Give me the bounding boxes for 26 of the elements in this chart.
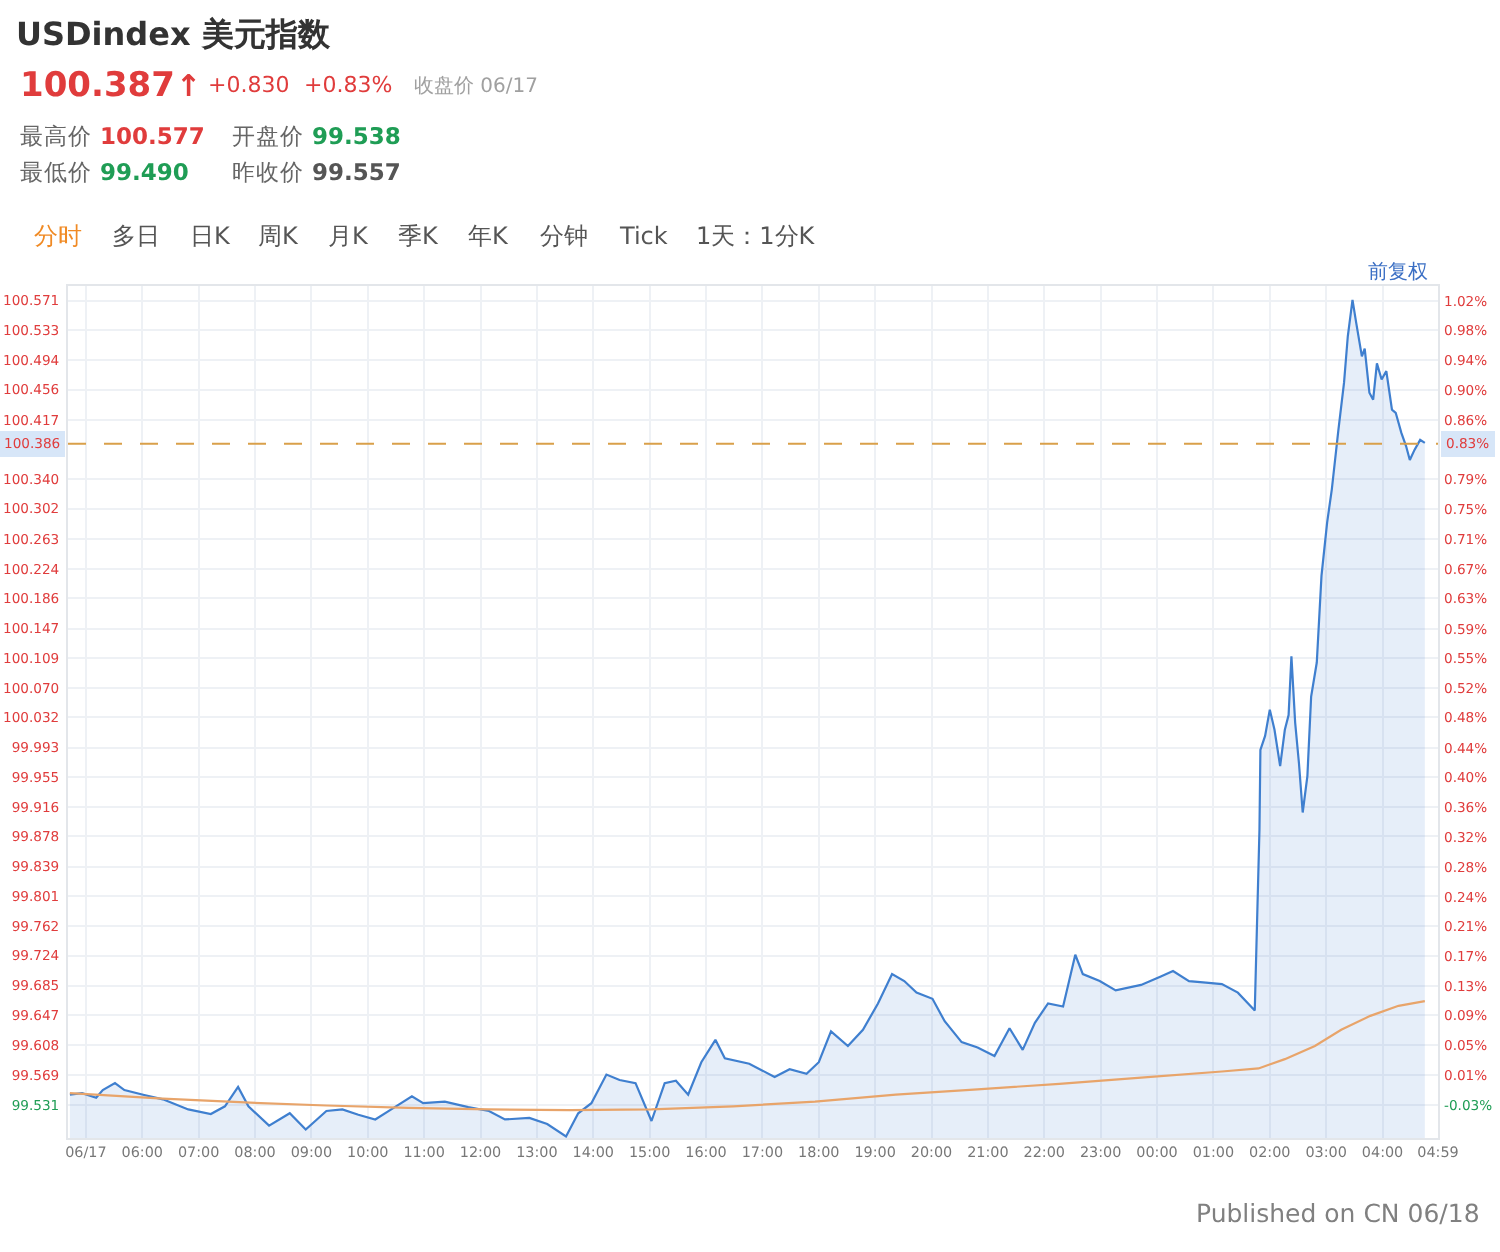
text: ↑: [176, 68, 202, 104]
text: 分钟: [540, 222, 588, 250]
text: +0.83%: [304, 72, 393, 98]
text: 开盘价: [232, 122, 304, 150]
text: 100.577: [100, 122, 205, 150]
text: 月K: [328, 222, 370, 250]
text: 分时: [34, 222, 82, 250]
text: Published on CN 06/18: [1196, 1198, 1480, 1228]
text: 100.387: [20, 66, 175, 106]
text: 周K: [258, 222, 300, 250]
text: 收盘价 06/17: [414, 74, 538, 98]
text: 多日: [112, 222, 160, 250]
text: 最高价: [20, 122, 92, 150]
text: 季K: [398, 222, 440, 250]
text: 最低价: [20, 158, 92, 186]
text: 昨收价: [232, 158, 304, 186]
text: Tick: [618, 222, 668, 250]
text: 99.557: [312, 158, 401, 186]
text: 99.538: [312, 122, 401, 150]
text: 99.490: [100, 158, 189, 186]
text: 1天：1分K: [696, 222, 817, 250]
text: 日K: [190, 222, 232, 250]
text: 前复权: [1368, 260, 1428, 284]
chart-title: USDindex 美元指数: [16, 15, 332, 54]
text: +0.830: [208, 72, 290, 98]
text: 年K: [468, 222, 510, 250]
